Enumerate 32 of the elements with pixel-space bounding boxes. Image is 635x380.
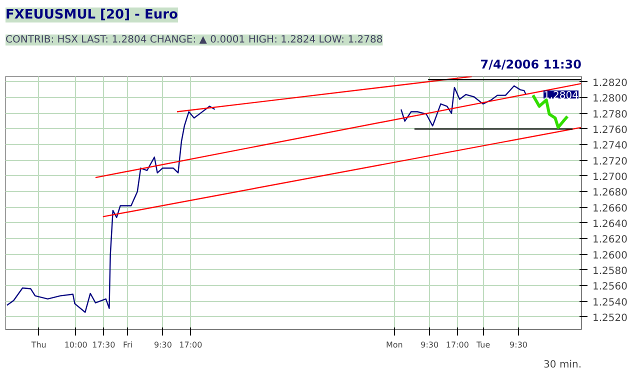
- x-tick-label: 9:30: [420, 340, 439, 350]
- x-tick-label: 9:30: [510, 340, 528, 350]
- y-tick-label: 1.2640: [592, 218, 628, 230]
- x-tick-label: 10:00: [64, 340, 88, 350]
- y-tick-label: 1.2760: [592, 124, 628, 136]
- y-tick-label: 1.2600: [592, 250, 628, 262]
- y-tick-label: 1.2580: [592, 266, 628, 277]
- x-tick-label: Fri: [122, 340, 133, 350]
- x-tick-label: Tue: [476, 340, 490, 350]
- x-tick-label: 17:30: [92, 340, 116, 350]
- text: 7/4/2006 11:30: [480, 58, 582, 72]
- y-tick-label: 1.2780: [592, 109, 628, 120]
- text: 30 min.: [544, 360, 582, 370]
- y-tick-label: 1.2540: [592, 297, 628, 308]
- chart-subtitle: CONTRIB: HSX LAST: 1.2804 CHANGE: ▲ 0.0001 HIGH: 1.2824 LOW: 1.2788: [6, 34, 383, 46]
- chart-title: FXEUUSMUL [20] - Euro: [6, 8, 178, 22]
- y-tick-label: 1.2620: [592, 234, 628, 246]
- y-tick-label: 1.2560: [592, 282, 628, 293]
- y-tick-label: 1.2700: [592, 172, 628, 183]
- y-tick-label: 1.2800: [592, 94, 628, 105]
- y-tick-label: 1.2820: [592, 78, 628, 89]
- x-tick-label: 9:30: [154, 340, 172, 350]
- y-tick-label: 1.2520: [592, 312, 628, 324]
- x-tick-label: 17:00: [446, 340, 469, 350]
- y-tick-label: 1.2680: [592, 188, 628, 199]
- y-tick-label: 1.2740: [592, 140, 628, 152]
- x-tick-label: Thu: [30, 340, 46, 350]
- y-tick-label: 1.2720: [592, 156, 628, 168]
- annotation: 1.2804: [544, 90, 579, 102]
- y-tick-label: 1.2660: [592, 203, 628, 214]
- x-tick-label: 17:00: [179, 340, 202, 350]
- x-tick-label: Mon: [386, 340, 403, 350]
